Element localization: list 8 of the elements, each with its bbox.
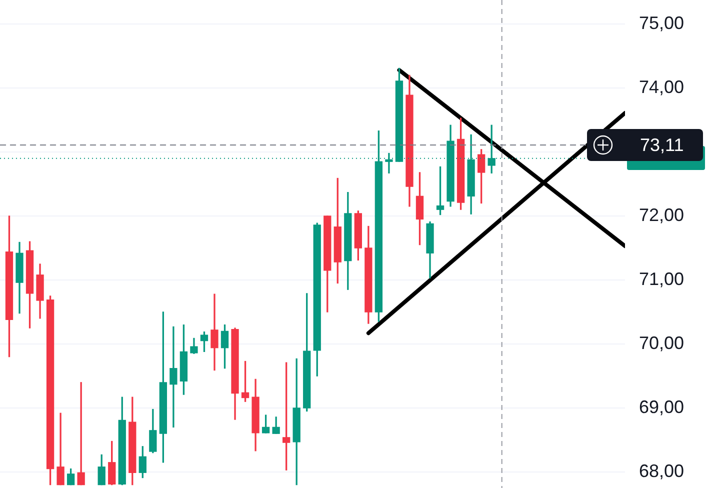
y-tick-label: 70,00 — [639, 332, 684, 353]
y-tick-label: 74,00 — [639, 76, 684, 97]
y-tick-label: 69,00 — [639, 396, 684, 417]
y-tick-label: 71,00 — [639, 268, 684, 289]
ref-line-label: 73,11 — [640, 134, 684, 156]
y-tick-label: 68,00 — [639, 460, 684, 481]
y-tick-label: 72,00 — [639, 204, 684, 225]
y-tick-label: 75,00 — [639, 12, 684, 33]
